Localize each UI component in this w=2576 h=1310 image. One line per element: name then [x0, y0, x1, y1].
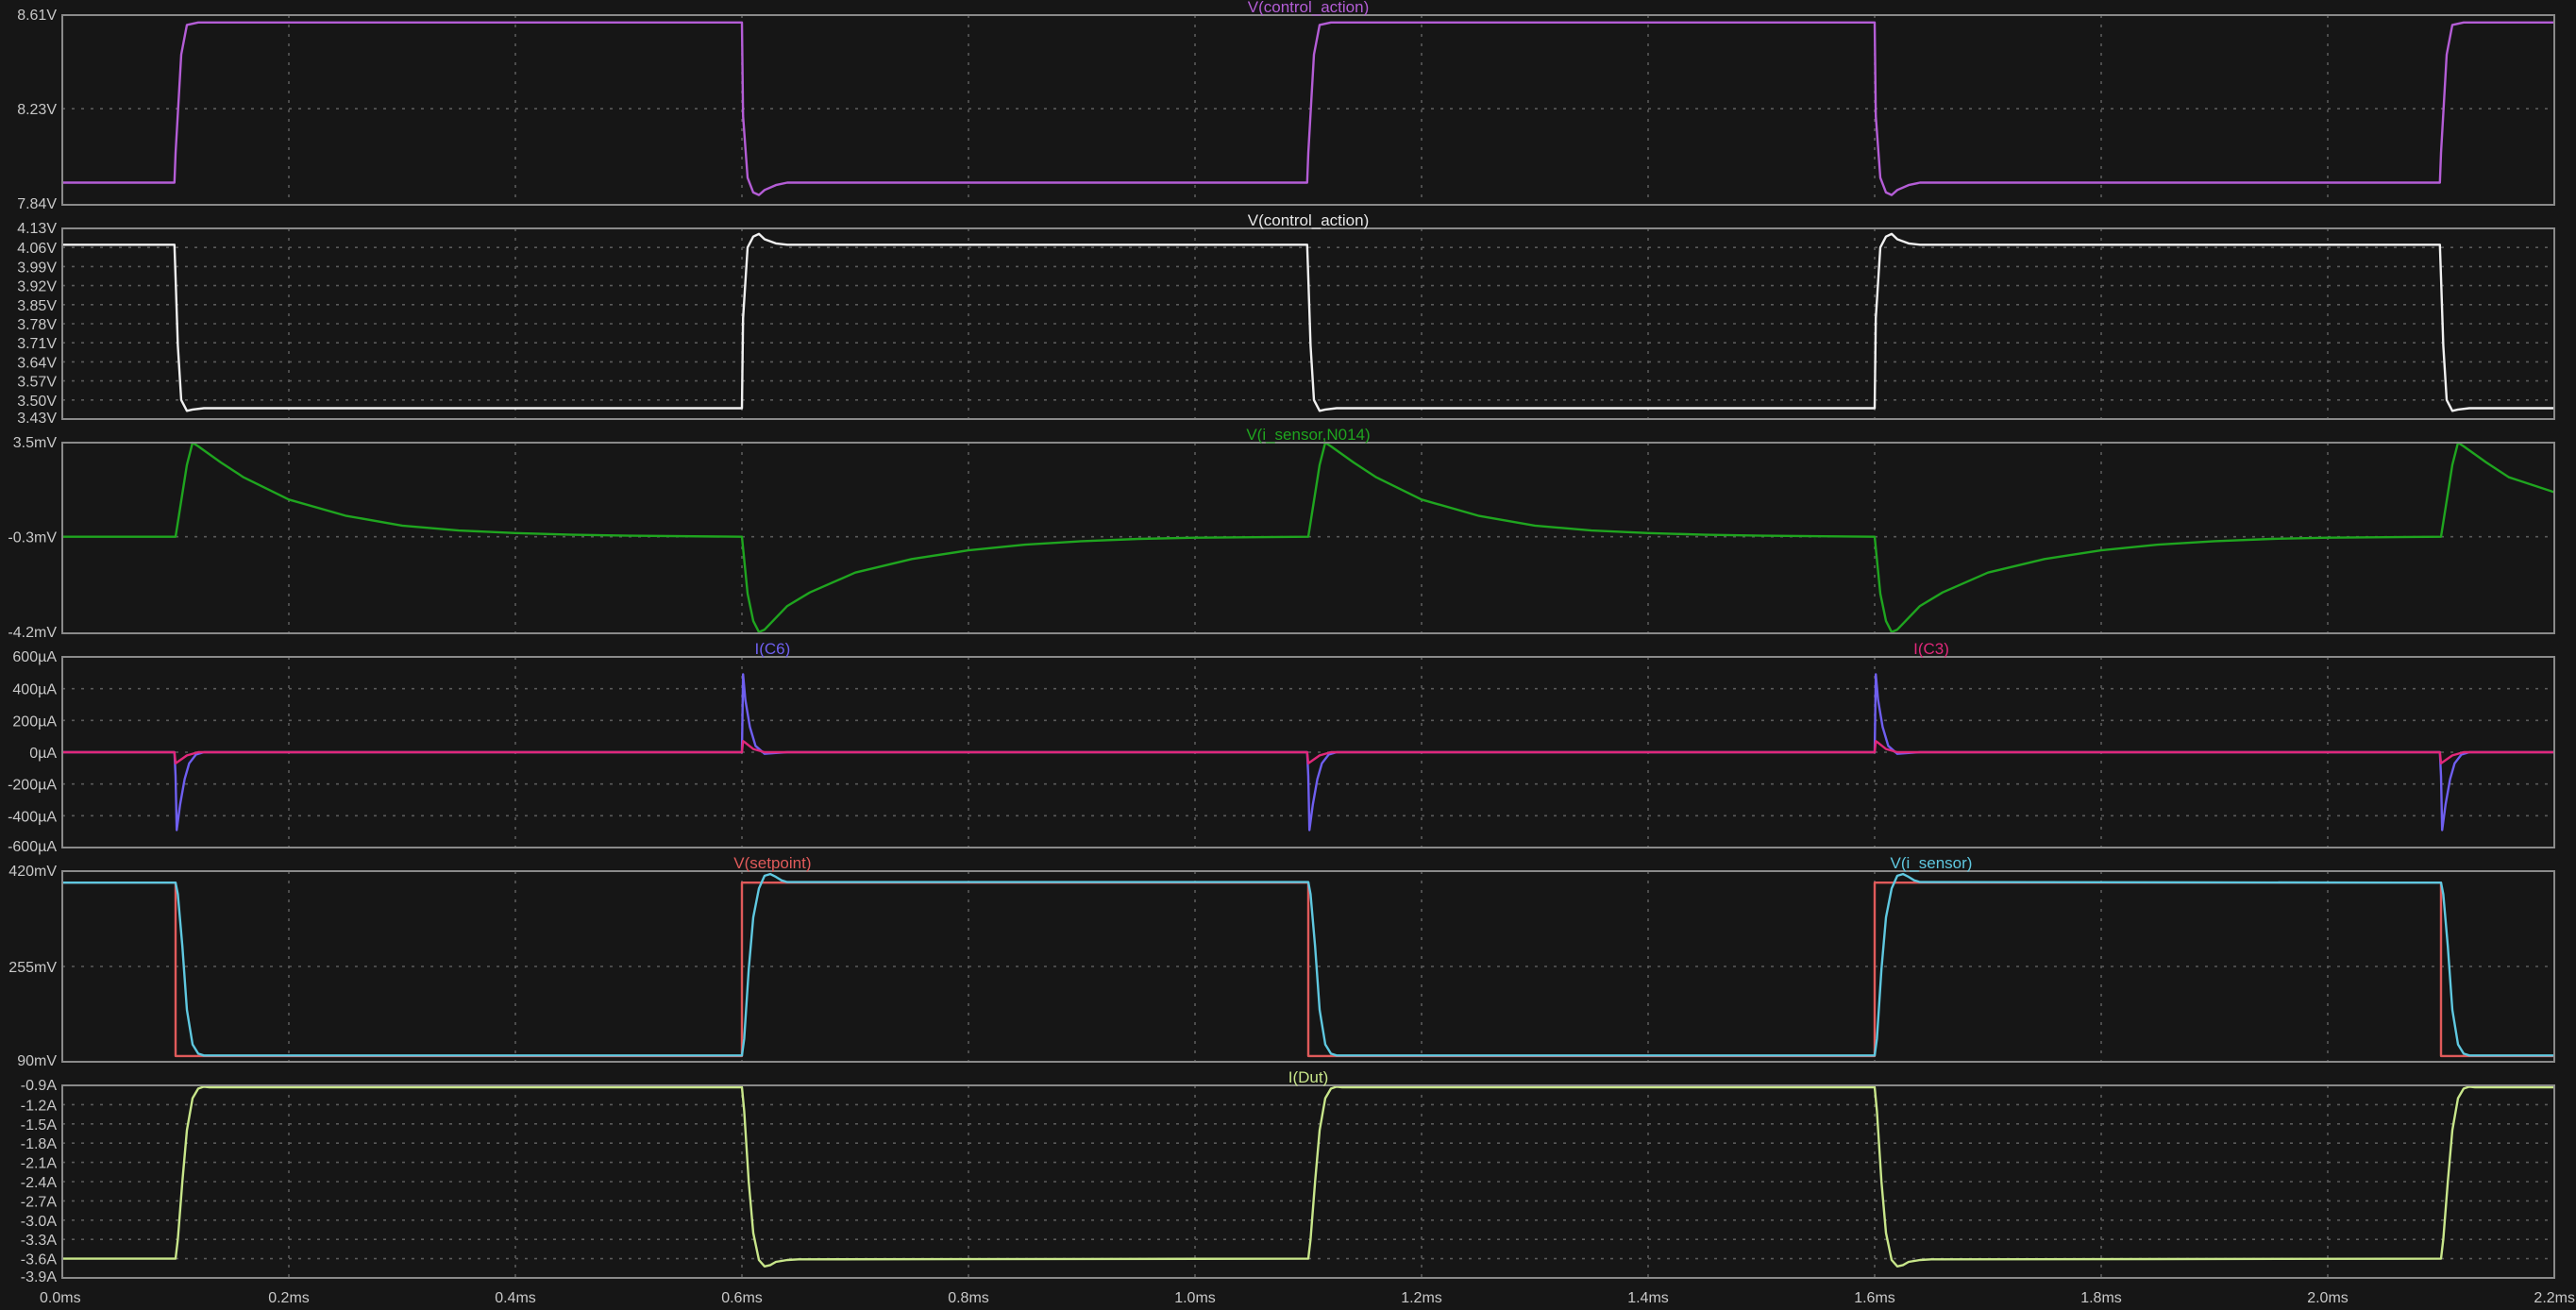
- y-tick-label: -1.5A: [21, 1117, 58, 1134]
- x-tick-label: 2.0ms: [2307, 1290, 2349, 1306]
- y-tick-label: -3.9A: [21, 1269, 58, 1285]
- x-tick-label: 1.4ms: [1627, 1290, 1669, 1306]
- y-tick-label: 3.99V: [17, 260, 57, 276]
- y-tick-label: -1.2A: [21, 1098, 58, 1114]
- y-tick-label: 3.71V: [17, 336, 57, 352]
- y-tick-label: 200µA: [12, 714, 57, 730]
- trace-v-control-action-: [62, 21, 2554, 196]
- y-tick-label: 8.61V: [17, 8, 57, 24]
- pane-title: V(control_action): [1248, 211, 1370, 229]
- label-layer: 8.61V 8.23V 7.84V V(control_action) 4.13V 4.0…: [8, 0, 2575, 1306]
- trace-i-dut-: [62, 1085, 2554, 1268]
- x-tick-label: 1.0ms: [1174, 1290, 1216, 1306]
- pane-frame: [61, 14, 2555, 206]
- trace-i-c6-: [62, 673, 2554, 831]
- y-tick-label: -2.1A: [21, 1156, 58, 1172]
- y-tick-label: -0.3mV: [8, 530, 57, 546]
- y-tick-label: 3.50V: [17, 394, 57, 410]
- y-tick-label: 3.5mV: [13, 435, 58, 451]
- y-tick-label: 4.13V: [17, 221, 57, 237]
- x-tick-label: 1.2ms: [1401, 1290, 1442, 1306]
- x-tick-label: 0.8ms: [948, 1290, 989, 1306]
- y-tick-label: -2.4A: [21, 1175, 58, 1191]
- y-tick-label: 8.23V: [17, 102, 57, 118]
- trace-i-c3-: [62, 740, 2554, 764]
- y-tick-label: 600µA: [12, 649, 57, 665]
- pane-frame: [61, 227, 2555, 420]
- pane-title: V(setpoint): [733, 854, 811, 872]
- x-tick-label: 1.8ms: [2080, 1290, 2122, 1306]
- y-tick-label: -1.8A: [21, 1136, 58, 1152]
- pane-frame: [61, 656, 2555, 848]
- y-tick-label: 7.84V: [17, 196, 57, 212]
- y-tick-label: 400µA: [12, 682, 57, 698]
- y-tick-label: -600µA: [8, 839, 57, 855]
- y-tick-label: 3.92V: [17, 279, 57, 295]
- pane-frame: [61, 442, 2555, 634]
- pane-title: V(i_sensor,N014): [1246, 426, 1370, 444]
- pane-title: I(C3): [1913, 640, 1949, 658]
- pane-title: V(control_action): [1248, 0, 1370, 16]
- y-tick-label: -2.7A: [21, 1194, 58, 1210]
- y-tick-label: 3.78V: [17, 317, 57, 333]
- y-tick-label: 3.57V: [17, 375, 57, 391]
- y-tick-label: 3.85V: [17, 298, 57, 314]
- y-tick-label: -0.9A: [21, 1078, 58, 1094]
- pane-frame: [61, 1084, 2555, 1279]
- x-tick-label: 0.6ms: [721, 1290, 763, 1306]
- trace-v-setpoint-: [62, 882, 2554, 1058]
- y-tick-label: -200µA: [8, 778, 57, 794]
- x-tick-label: 1.6ms: [1854, 1290, 1895, 1306]
- y-tick-label: -3.0A: [21, 1214, 58, 1230]
- y-tick-label: -400µA: [8, 809, 57, 825]
- trace-v-i-sensor-n014-: [62, 441, 2555, 633]
- y-tick-label: -3.6A: [21, 1252, 58, 1268]
- trace-v-i-sensor-: [62, 872, 2554, 1057]
- x-tick-label: 2.2ms: [2534, 1290, 2575, 1306]
- trace-v-control-action-: [62, 232, 2554, 412]
- y-tick-label: 90mV: [17, 1053, 57, 1069]
- trace-layer: [61, 14, 2555, 1279]
- x-tick-label: 0.4ms: [495, 1290, 536, 1306]
- y-tick-label: 4.06V: [17, 241, 57, 257]
- y-tick-label: -4.2mV: [8, 625, 57, 641]
- x-tick-label: 0.2ms: [268, 1290, 310, 1306]
- pane-title: I(C6): [755, 640, 791, 658]
- y-tick-label: 0µA: [29, 746, 57, 762]
- y-tick-label: -3.3A: [21, 1233, 58, 1249]
- y-tick-label: 255mV: [8, 960, 57, 976]
- y-tick-label: 420mV: [8, 864, 57, 880]
- pane-title: V(i_sensor): [1891, 854, 1973, 872]
- x-tick-label: 0.0ms: [40, 1290, 81, 1306]
- pane-frame: [61, 870, 2555, 1063]
- y-tick-label: 3.64V: [17, 355, 57, 371]
- y-tick-label: 3.43V: [17, 411, 57, 427]
- pane-title: I(Dut): [1288, 1068, 1329, 1086]
